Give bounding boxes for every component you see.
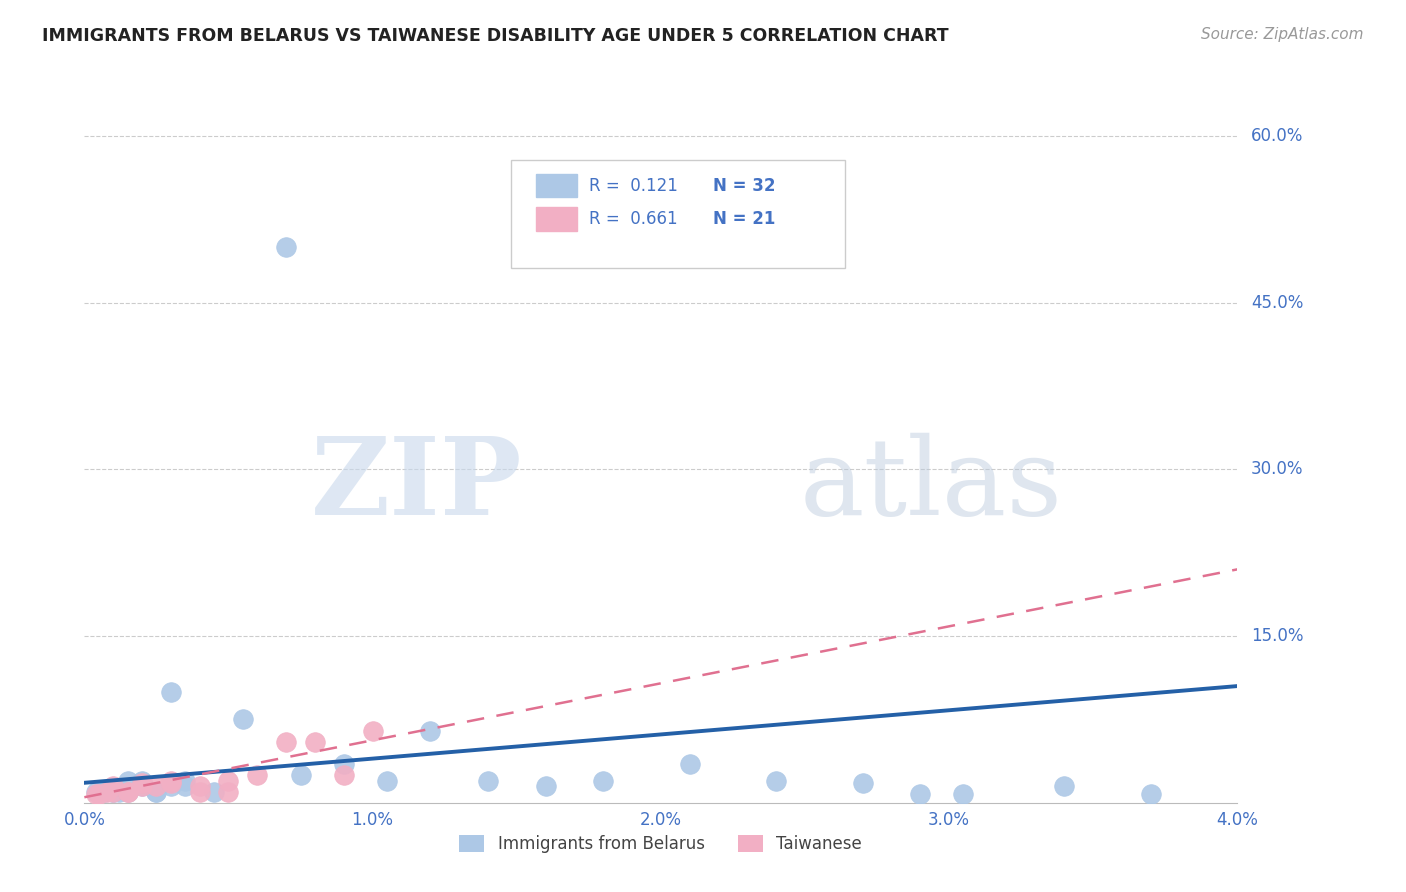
FancyBboxPatch shape — [536, 208, 576, 230]
Point — [188, 785, 211, 799]
Point — [477, 773, 499, 788]
Point — [375, 773, 398, 788]
Point — [131, 779, 153, 793]
Point — [145, 779, 167, 793]
Point — [145, 785, 167, 799]
Text: R =  0.661: R = 0.661 — [589, 210, 678, 228]
Text: N = 21: N = 21 — [713, 210, 775, 228]
Point — [852, 776, 875, 790]
Point — [108, 785, 131, 799]
Text: IMMIGRANTS FROM BELARUS VS TAIWANESE DISABILITY AGE UNDER 5 CORRELATION CHART: IMMIGRANTS FROM BELARUS VS TAIWANESE DIS… — [42, 27, 949, 45]
Point — [765, 773, 787, 788]
Point — [1053, 779, 1076, 793]
Point — [103, 785, 124, 799]
Legend: Immigrants from Belarus, Taiwanese: Immigrants from Belarus, Taiwanese — [453, 828, 869, 860]
Point — [592, 773, 614, 788]
Point — [304, 734, 326, 748]
Point — [131, 779, 153, 793]
Point — [160, 773, 183, 788]
Point — [218, 785, 240, 799]
Point — [232, 713, 254, 727]
Point — [910, 787, 932, 801]
Text: 45.0%: 45.0% — [1251, 293, 1303, 311]
Point — [534, 779, 557, 793]
Point — [276, 734, 298, 748]
Point — [174, 773, 197, 788]
Text: 60.0%: 60.0% — [1251, 127, 1303, 145]
Point — [96, 785, 118, 799]
Point — [174, 779, 197, 793]
Text: atlas: atlas — [799, 433, 1062, 538]
Point — [117, 785, 139, 799]
Point — [117, 773, 139, 788]
Point — [103, 785, 124, 799]
Point — [103, 779, 124, 793]
Text: 15.0%: 15.0% — [1251, 627, 1303, 645]
Point — [290, 768, 312, 782]
Point — [419, 723, 441, 738]
Point — [117, 785, 139, 799]
Text: 30.0%: 30.0% — [1251, 460, 1303, 478]
Point — [1140, 787, 1163, 801]
Point — [333, 768, 356, 782]
Point — [131, 773, 153, 788]
Text: R =  0.121: R = 0.121 — [589, 177, 678, 194]
Point — [218, 773, 240, 788]
Text: Source: ZipAtlas.com: Source: ZipAtlas.com — [1201, 27, 1364, 42]
Point — [160, 684, 183, 698]
Point — [84, 787, 107, 801]
Point — [160, 776, 183, 790]
Point — [188, 779, 211, 793]
Point — [84, 785, 107, 799]
Text: ZIP: ZIP — [311, 432, 523, 538]
FancyBboxPatch shape — [510, 160, 845, 268]
Point — [87, 787, 110, 801]
FancyBboxPatch shape — [536, 174, 576, 197]
Point — [160, 779, 183, 793]
Point — [679, 756, 702, 771]
Point — [952, 787, 974, 801]
Point — [333, 756, 356, 771]
Point — [276, 240, 298, 254]
Text: N = 32: N = 32 — [713, 177, 775, 194]
Point — [246, 768, 269, 782]
Point — [202, 785, 225, 799]
Point — [145, 785, 167, 799]
Point — [131, 776, 153, 790]
Point — [93, 785, 115, 799]
Point — [103, 785, 124, 799]
Point — [117, 785, 139, 799]
Point — [361, 723, 384, 738]
